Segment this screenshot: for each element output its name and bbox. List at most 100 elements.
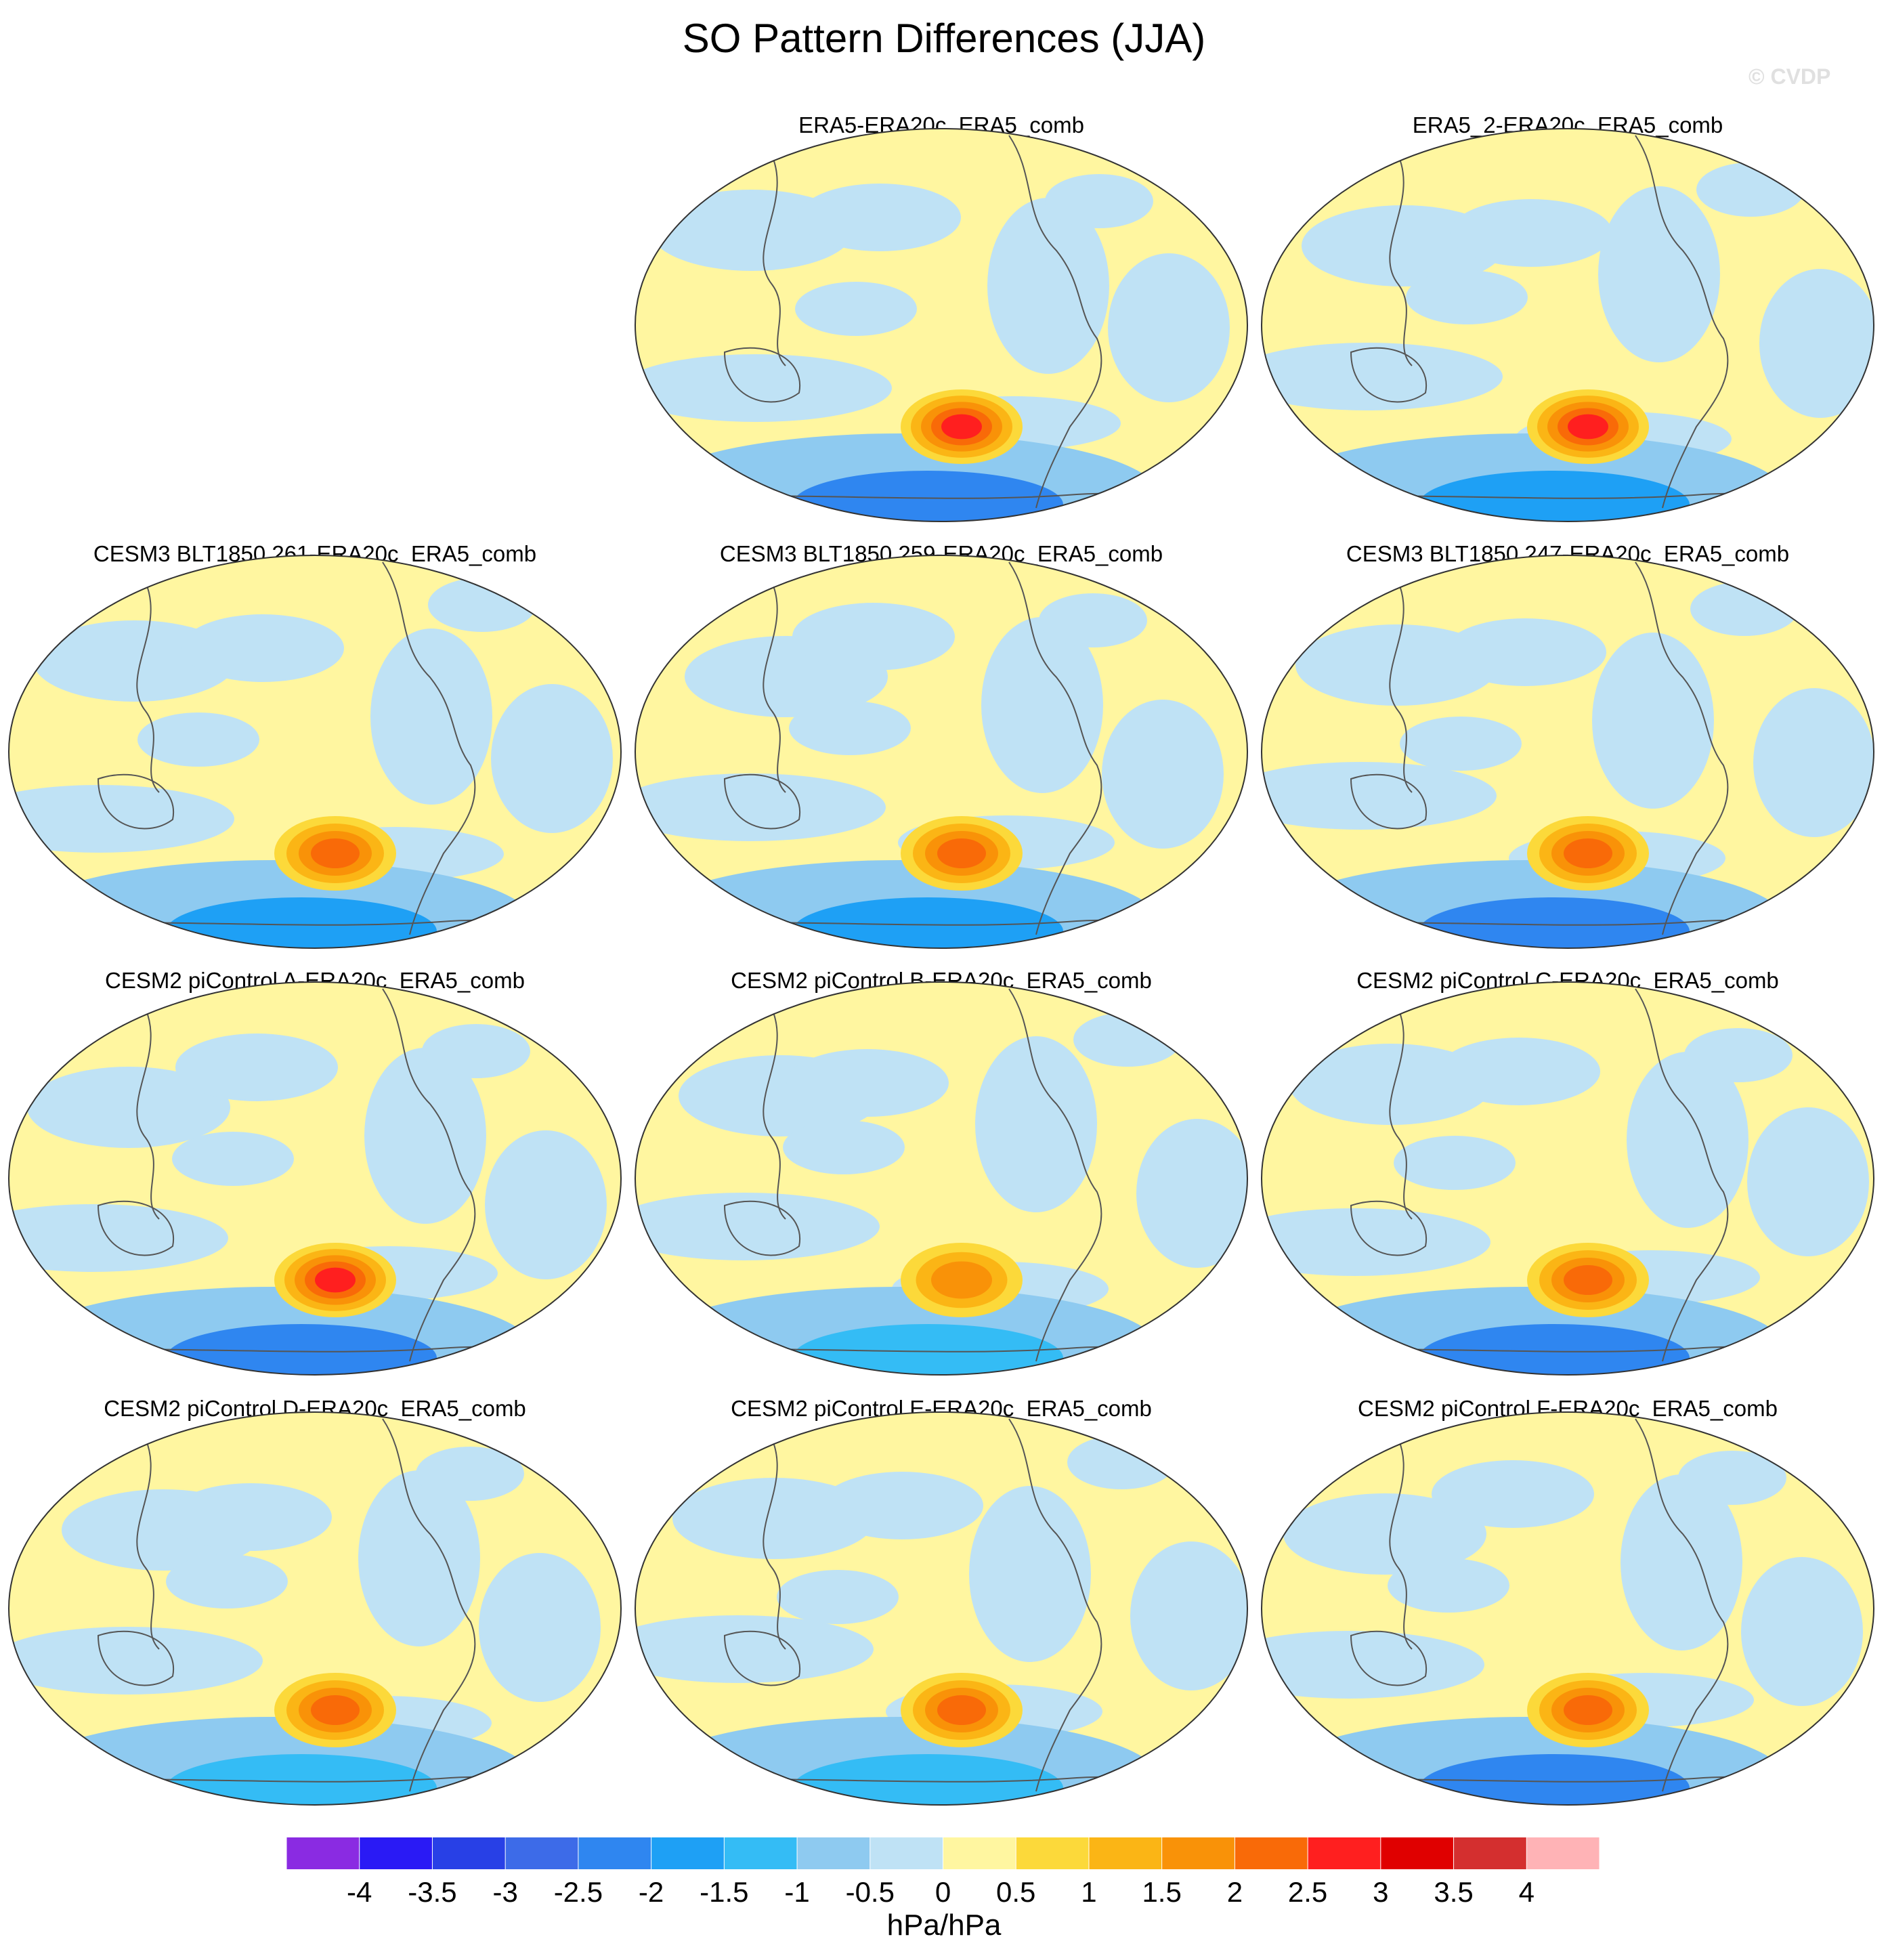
coastline xyxy=(723,347,801,403)
colorbar-tick-label: 4 xyxy=(1518,1876,1535,1908)
negative-region xyxy=(1039,593,1147,647)
map-border xyxy=(1261,981,1874,1376)
colorbar-swatch xyxy=(870,1837,943,1869)
negative-region xyxy=(635,1615,874,1683)
map-panel xyxy=(8,981,622,1376)
main-title: SO Pattern Differences (JJA) xyxy=(682,16,1206,61)
negative-region xyxy=(635,1193,880,1260)
positive-contour xyxy=(941,414,982,440)
map-border xyxy=(1261,128,1874,522)
negative-region xyxy=(1262,1208,1490,1276)
colorbar-tick-label: 1.5 xyxy=(1142,1876,1182,1908)
coastline xyxy=(1635,135,1729,509)
coastline xyxy=(723,773,801,830)
map-panel xyxy=(635,128,1248,522)
negative-core xyxy=(1419,897,1690,948)
negative-region xyxy=(1262,1631,1484,1699)
positive-contour xyxy=(937,838,986,868)
colorbar-tick-label: 3.5 xyxy=(1434,1876,1474,1908)
coastline xyxy=(1350,347,1428,403)
map-border xyxy=(635,981,1248,1376)
negative-region xyxy=(987,198,1109,374)
negative-region xyxy=(975,1036,1097,1212)
negative-region xyxy=(969,1486,1091,1662)
map-panel xyxy=(1261,128,1874,522)
negative-region xyxy=(137,712,259,767)
coastline xyxy=(136,1439,160,1650)
coastline xyxy=(1008,135,1102,509)
map-panel xyxy=(635,1411,1248,1806)
negative-region xyxy=(358,1470,480,1646)
negative-region xyxy=(789,701,911,755)
colorbar-swatch xyxy=(943,1837,1016,1869)
negative-region xyxy=(479,1553,601,1702)
negative-core xyxy=(792,897,1063,948)
colorbar-tick-label: -1.5 xyxy=(700,1876,749,1908)
positive-contour xyxy=(311,1695,360,1725)
negative-region xyxy=(635,773,886,841)
coastline xyxy=(1635,1418,1729,1792)
coastline xyxy=(382,988,476,1362)
negative-region xyxy=(175,1034,338,1101)
copyright-watermark: © CVDP xyxy=(1748,64,1831,89)
positive-contour xyxy=(1564,1265,1612,1295)
negative-region xyxy=(1262,762,1497,830)
colorbar-swatch xyxy=(286,1837,360,1869)
negative-region xyxy=(166,1554,288,1609)
coastline xyxy=(1635,988,1729,1362)
coastline xyxy=(1389,582,1413,793)
map-border xyxy=(635,555,1248,949)
positive-contour xyxy=(1564,838,1612,868)
colorbar-swatch xyxy=(1161,1837,1235,1869)
coastline xyxy=(763,582,786,793)
colorbar-tick-label: 0.5 xyxy=(996,1876,1036,1908)
colorbar-tick-label: -1 xyxy=(784,1876,810,1908)
colorbar-swatch xyxy=(724,1837,798,1869)
coastline xyxy=(1389,1439,1413,1650)
map-panel xyxy=(8,555,622,949)
colorbar-tick-label: -4 xyxy=(347,1876,372,1908)
negative-region xyxy=(1394,1136,1516,1190)
negative-region xyxy=(422,1024,530,1078)
positive-contour xyxy=(1568,414,1608,440)
colorbar-tick-label: 0 xyxy=(935,1876,951,1908)
negative-region xyxy=(1621,1474,1742,1650)
coastline xyxy=(1389,1008,1413,1220)
negative-core xyxy=(792,1754,1063,1805)
colorbar-swatch xyxy=(578,1837,652,1869)
negative-region xyxy=(1684,1028,1793,1082)
map-border xyxy=(635,128,1248,522)
colorbar-swatch xyxy=(1453,1837,1527,1869)
negative-region xyxy=(635,354,892,422)
negative-region xyxy=(1741,1557,1863,1706)
negative-region xyxy=(821,1472,983,1539)
negative-region xyxy=(1136,1119,1247,1268)
negative-region xyxy=(1406,270,1528,324)
negative-region xyxy=(172,1132,294,1186)
coastline xyxy=(723,1630,801,1686)
negative-region xyxy=(1598,186,1720,362)
positive-contour xyxy=(311,838,360,868)
map-border xyxy=(8,555,622,949)
negative-region xyxy=(777,1570,899,1624)
negative-region xyxy=(1450,199,1612,267)
negative-region xyxy=(27,1067,230,1148)
negative-region xyxy=(1045,174,1153,228)
colorbar-tick-label: -3 xyxy=(492,1876,518,1908)
coastline xyxy=(1350,1200,1428,1256)
negative-region xyxy=(783,1120,905,1174)
coastline xyxy=(136,582,160,793)
colorbar-tick-label: 2.5 xyxy=(1287,1876,1328,1908)
colorbar-swatch xyxy=(1016,1837,1090,1869)
negative-core xyxy=(1419,1324,1690,1375)
coastline xyxy=(763,155,786,366)
colorbar-tick-label: -0.5 xyxy=(845,1876,895,1908)
map-panel xyxy=(1261,981,1874,1376)
colorbar-swatch xyxy=(1088,1837,1163,1869)
negative-region xyxy=(1400,717,1522,771)
coastline xyxy=(97,773,175,830)
map-border xyxy=(635,1411,1248,1806)
negative-region xyxy=(1438,1038,1600,1105)
colorbar-swatch xyxy=(359,1837,433,1869)
negative-region xyxy=(786,1049,949,1117)
